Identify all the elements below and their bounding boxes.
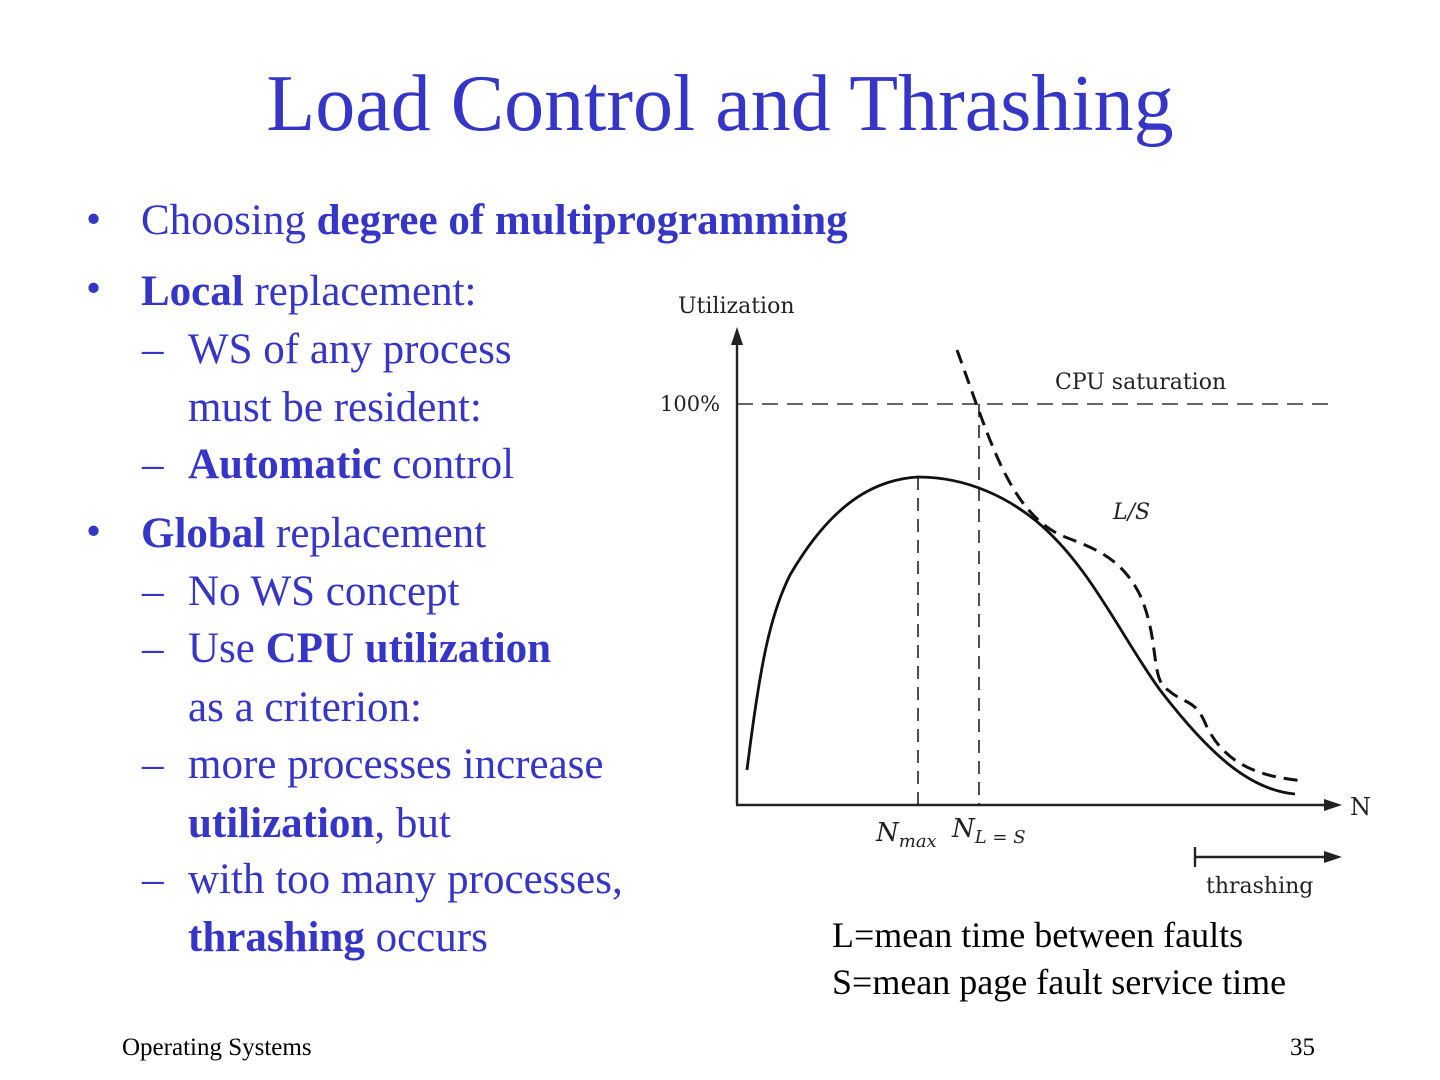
sub-bullet-more-processes-cont: utilization, but [188, 802, 451, 845]
sub-bullet-too-many-cont: thrashing occurs [188, 916, 488, 959]
bullet-2: Local replacement: [141, 270, 477, 313]
nls-label-main: N [951, 814, 976, 844]
bullet-1: Choosing degree of multiprogramming [141, 199, 848, 242]
bullet-3-bold: Global [141, 510, 266, 557]
dash-marker: – [142, 326, 164, 373]
dash-marker: – [142, 741, 164, 788]
y-axis-label: Utilization [678, 294, 795, 319]
sub-bullet-but-text: , but [374, 800, 451, 847]
bullet-3-text: replacement [265, 510, 487, 557]
footer-course: Operating Systems [122, 1034, 312, 1061]
utilization-curve [745, 475, 1296, 796]
sub-bullet-cpu-util-prefix: Use [188, 625, 266, 672]
sub-bullet-ws-resident: WS of any process [188, 326, 512, 373]
bullet-marker: • [86, 265, 102, 312]
dash-marker: – [142, 856, 164, 903]
slide-title: Load Control and Thrashing [266, 60, 1174, 148]
bullet-1-text: Choosing [141, 197, 317, 244]
sub-bullet-cpu-util-bold: CPU utilization [265, 625, 552, 672]
sub-bullet-no-ws: No WS concept [188, 568, 460, 615]
bullet-2-bold: Local [141, 268, 244, 315]
y-reference-label: 100% [660, 392, 720, 416]
sub-bullet-utilization-bold: utilization [188, 800, 375, 847]
s-definition: S=mean page fault service time [832, 962, 1287, 1002]
sub-bullet-cpu-util-cont: as a criterion: [188, 684, 423, 731]
x-axis-arrowhead [1324, 799, 1342, 811]
nmax-label-main: N [875, 818, 900, 848]
x-axis-label: N [1350, 793, 1371, 821]
sub-bullet-automatic-text: control [381, 441, 515, 488]
nls-label-sub: L = S [974, 827, 1026, 848]
sub-bullet-ws-resident-cont: must be resident: [188, 384, 482, 431]
bullet-3: Global replacement [141, 512, 486, 555]
ls-curve [955, 349, 1306, 783]
dash-marker: – [142, 625, 164, 672]
sub-bullet-automatic-bold: Automatic [188, 441, 382, 488]
thrashing-chart: Utilization N 100% CPU saturation L/S Nm… [660, 294, 1371, 899]
nmax-label-sub: max [899, 831, 937, 852]
l-definition: L=mean time between faults [832, 915, 1244, 955]
bullet-2-text: replacement: [243, 268, 477, 315]
sub-bullet-more-processes: more processes increase [188, 741, 604, 788]
cpu-saturation-label: CPU saturation [1055, 370, 1226, 395]
bullet-1-bold: degree of multiprogramming [316, 197, 848, 244]
sub-bullet-automatic: Automatic control [188, 443, 514, 486]
bullet-marker: • [86, 508, 102, 555]
sub-bullet-thrashing-bold: thrashing [188, 914, 365, 961]
y-axis-arrowhead [731, 327, 743, 345]
sub-bullet-cpu-util: Use CPU utilization [188, 627, 551, 670]
bullet-marker: • [86, 196, 102, 243]
thrashing-label: thrashing [1206, 874, 1313, 899]
nls-label: NL = S [951, 814, 1026, 848]
dash-marker: – [142, 568, 164, 615]
thrashing-arrowhead [1324, 851, 1342, 863]
dash-marker: – [142, 441, 164, 488]
sub-bullet-too-many: with too many processes, [188, 856, 623, 903]
sub-bullet-occurs-text: occurs [364, 914, 488, 961]
nmax-label: Nmax [875, 818, 937, 852]
footer-page-number: 35 [1290, 1034, 1315, 1061]
ls-series-label: L/S [1112, 500, 1150, 525]
